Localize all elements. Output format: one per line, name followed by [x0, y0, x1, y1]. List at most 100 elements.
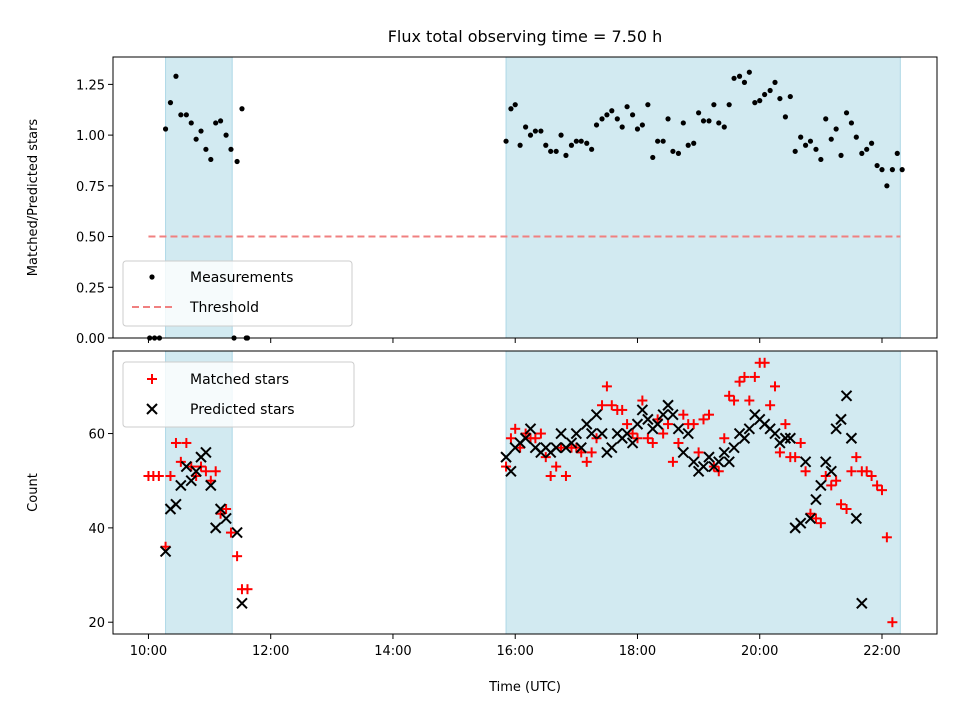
- ratio-panel: 0.00 0.25 0.50 0.75 1.00 1.25 Flux total obse…: [26, 27, 938, 347]
- matched-star-point: [556, 442, 567, 453]
- predicted-star-point: [205, 479, 217, 492]
- measurement-point: [173, 73, 179, 79]
- matched-star-point: [734, 376, 745, 387]
- matched-star-point: [678, 409, 689, 420]
- legend-box: [122, 260, 353, 327]
- y-tick-label: 0.50: [76, 231, 105, 246]
- ratio-y-axis-label: Matched/Predicted stars: [26, 119, 41, 277]
- x-tick-label: 10:00: [130, 644, 167, 659]
- matched-star-point: [759, 357, 770, 368]
- measurement-point: [193, 136, 199, 142]
- predicted-star-point: [743, 423, 756, 435]
- predicted-star-point: [794, 517, 807, 529]
- matched-star-point: [739, 371, 750, 382]
- measurement-point: [874, 162, 880, 169]
- predicted-star-point: [662, 399, 674, 411]
- matched-star-point: [153, 470, 164, 481]
- matched-star-point: [181, 437, 192, 448]
- measurement-point: [736, 73, 743, 79]
- measurement-point: [543, 142, 549, 148]
- predicted-star-point: [804, 512, 817, 525]
- predicted-star-point: [779, 432, 792, 444]
- predicted-star-point: [180, 460, 193, 473]
- measurement-point: [619, 124, 625, 130]
- predicted-star-point: [672, 423, 685, 435]
- matched-star-point: [780, 419, 791, 430]
- predicted-star-point: [728, 441, 740, 454]
- legend-label-predicted: Predicted stars: [190, 402, 295, 418]
- matched-star-point: [774, 447, 785, 458]
- predicted-star-point: [713, 456, 725, 468]
- measurement-point: [584, 140, 590, 146]
- matched-star-point: [719, 433, 730, 444]
- matched-star-point: [800, 466, 811, 477]
- predicted-star-point: [682, 427, 694, 440]
- predicted-star-point: [657, 408, 669, 421]
- measurement-point: [589, 146, 595, 152]
- measurement-point: [777, 95, 783, 102]
- matched-star-point: [673, 437, 684, 448]
- count-y-axis-label: Count: [26, 473, 41, 512]
- predicted-star-point: [550, 441, 562, 454]
- measurement-point: [538, 128, 544, 134]
- predicted-star-point: [626, 437, 639, 449]
- measurement-point: [848, 120, 855, 126]
- matched-star-point: [820, 470, 831, 481]
- matched-star-point: [510, 423, 521, 434]
- measurement-point: [838, 152, 844, 159]
- measurement-point: [553, 148, 559, 154]
- measurement-point: [868, 140, 875, 146]
- measurement-point: [563, 152, 569, 159]
- predicted-star-point: [825, 465, 837, 477]
- predicted-star-point: [799, 456, 812, 468]
- legend-label-matched: Matched stars: [190, 372, 289, 388]
- matched-star-point: [232, 551, 243, 562]
- measurement-point: [889, 167, 895, 173]
- measurement-point: [706, 118, 712, 124]
- x-tick-label: 20:00: [741, 644, 778, 659]
- measurement-point: [614, 116, 620, 122]
- matched-star-point: [622, 419, 633, 430]
- predicted-star-point: [850, 512, 863, 525]
- predicted-stars-points: [159, 390, 868, 610]
- predicted-star-point: [840, 390, 853, 402]
- measurement-point: [178, 112, 184, 118]
- predicted-star-point: [524, 423, 537, 435]
- chart-title: Flux total observing time = 7.50 h: [388, 27, 663, 46]
- measurement-point: [798, 134, 804, 140]
- matched-star-point: [826, 480, 837, 491]
- predicted-star-point: [718, 446, 730, 459]
- matched-star-point: [688, 419, 699, 430]
- ratio-x-ticks: [147, 338, 883, 343]
- predicted-star-point: [585, 427, 598, 440]
- measurement-point: [650, 154, 656, 161]
- predicted-star-point: [200, 446, 212, 459]
- measurement-point: [787, 93, 793, 100]
- measurement-point: [721, 124, 727, 130]
- matched-star-point: [744, 395, 755, 406]
- measurement-point: [523, 124, 529, 130]
- predicted-star-point: [236, 597, 248, 610]
- observing-window-shading: [165, 56, 901, 339]
- predicted-star-point: [606, 441, 618, 454]
- measurement-point: [234, 158, 240, 165]
- measurement-point: [609, 108, 615, 114]
- matched-star-point: [810, 513, 821, 524]
- predicted-star-point: [190, 465, 202, 477]
- ratio-y-ticks: 0.00 0.25 0.50 0.75 1.00 1.25: [76, 78, 113, 347]
- matched-star-point: [601, 381, 612, 392]
- matched-star-point: [851, 452, 862, 463]
- measurement-point: [746, 69, 752, 75]
- predicted-star-point: [845, 432, 858, 444]
- predicted-star-point: [519, 432, 532, 444]
- matched-star-point: [872, 480, 883, 491]
- predicted-star-point: [555, 427, 567, 440]
- measurement-point: [752, 100, 758, 106]
- legend-measurement-marker: [149, 274, 155, 280]
- measurement-point: [884, 183, 890, 189]
- observing-window-shading: [165, 350, 901, 635]
- matched-star-point: [790, 452, 801, 463]
- measurement-point: [833, 126, 839, 132]
- predicted-star-point: [820, 456, 832, 468]
- count-x-ticks: 10:00 12:00 14:00 16:00 18:00 20:00 22:00: [130, 634, 901, 659]
